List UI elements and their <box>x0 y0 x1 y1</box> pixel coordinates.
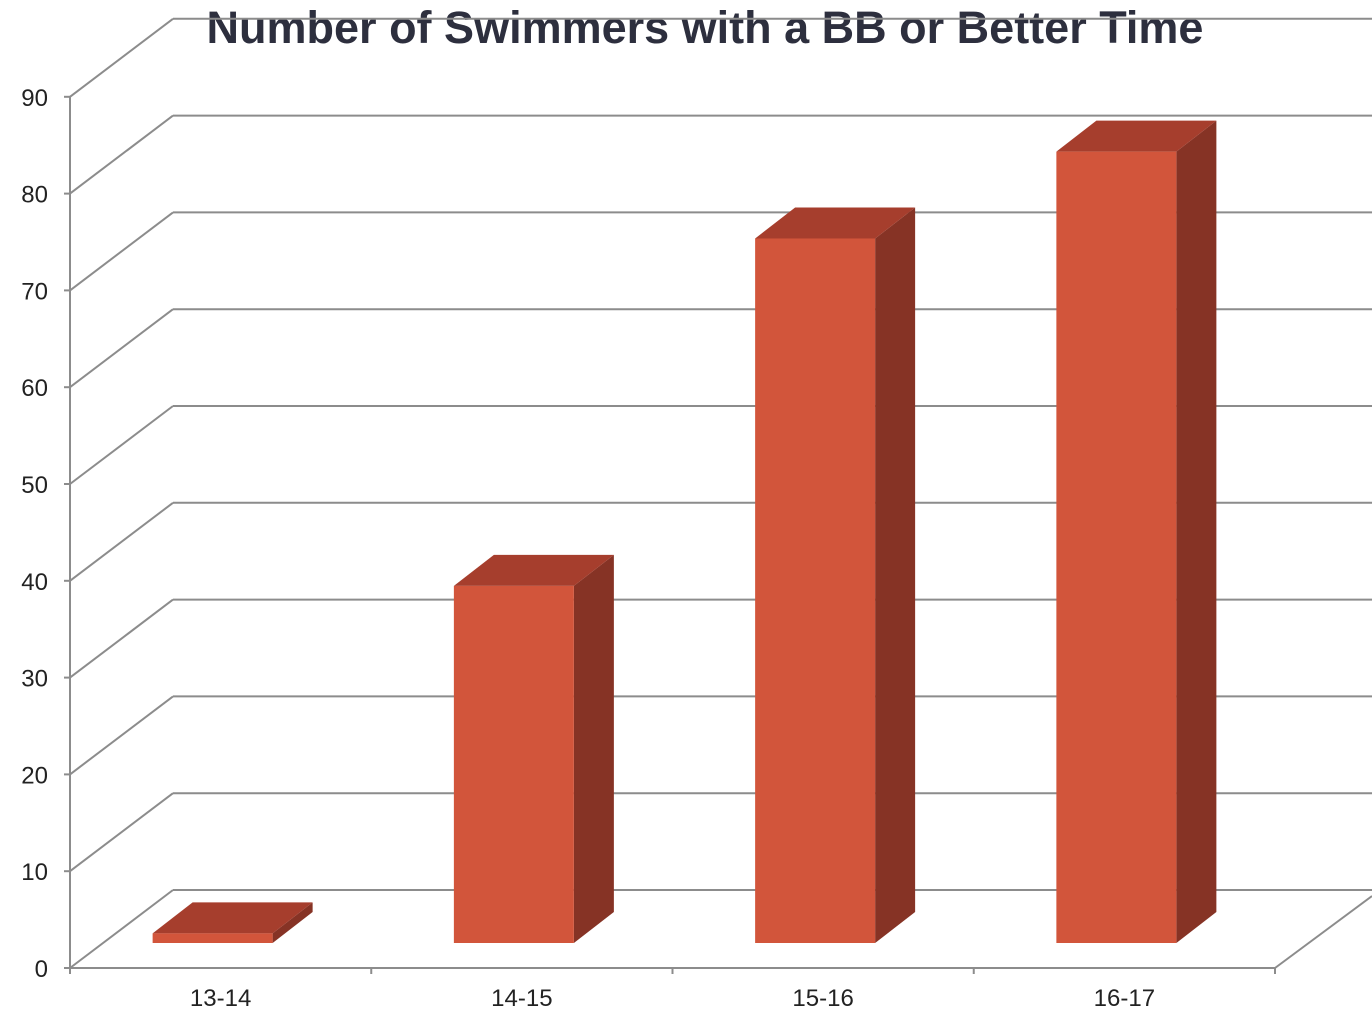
bar-side <box>875 207 916 943</box>
bar-top <box>755 207 916 239</box>
bar-side <box>573 554 614 943</box>
gridline-diagonal <box>69 308 174 388</box>
gridline-diagonal <box>69 792 174 872</box>
bar-side <box>272 902 313 943</box>
bar-13-14 <box>152 902 313 943</box>
bar-15-16 <box>755 207 916 943</box>
x-tick-label: 13-14 <box>190 985 251 1012</box>
bar <box>152 933 273 943</box>
gridline-diagonal <box>69 211 174 292</box>
gridline-diagonal <box>69 114 174 195</box>
gridline-diagonal <box>69 502 174 582</box>
bar <box>755 238 876 943</box>
y-tick-label: 90 <box>21 85 48 112</box>
axes <box>64 95 1276 974</box>
bar-top <box>1056 120 1217 152</box>
gridline-diagonal <box>69 18 174 98</box>
bar-14-15 <box>453 554 614 943</box>
bar-side <box>1176 120 1217 943</box>
chart-title: Number of Swimmers with a BB or Better T… <box>206 2 1204 53</box>
y-tick-label: 0 <box>35 956 48 983</box>
y-tick-label: 50 <box>21 472 48 499</box>
x-tick-label: 15-16 <box>792 985 853 1012</box>
bars <box>152 120 1217 943</box>
bar-top <box>152 902 313 934</box>
x-tick-label: 16-17 <box>1094 985 1155 1012</box>
floor-right-edge <box>1274 895 1372 969</box>
bar-top <box>453 554 614 586</box>
bar <box>453 585 574 943</box>
bar <box>1056 151 1177 943</box>
gridline-diagonal <box>69 405 174 485</box>
y-tick-label: 10 <box>21 859 48 886</box>
bar-16-17 <box>1056 120 1217 943</box>
y-tick-label: 20 <box>21 762 48 789</box>
x-tick-label: 14-15 <box>491 985 552 1012</box>
gridline-diagonal <box>69 695 174 776</box>
gridline-diagonal <box>69 598 174 679</box>
y-tick-label: 30 <box>21 666 48 693</box>
y-tick-label: 40 <box>21 569 48 596</box>
y-tick-label: 60 <box>21 375 48 402</box>
gridline-diagonal <box>69 889 174 969</box>
labels: 0 10 20 30 40 50 60 70 80 90 13-14 14-15 15-16 16-17 <box>21 85 1155 1012</box>
y-tick-label: 80 <box>21 182 48 209</box>
y-tick-label: 70 <box>21 278 48 305</box>
